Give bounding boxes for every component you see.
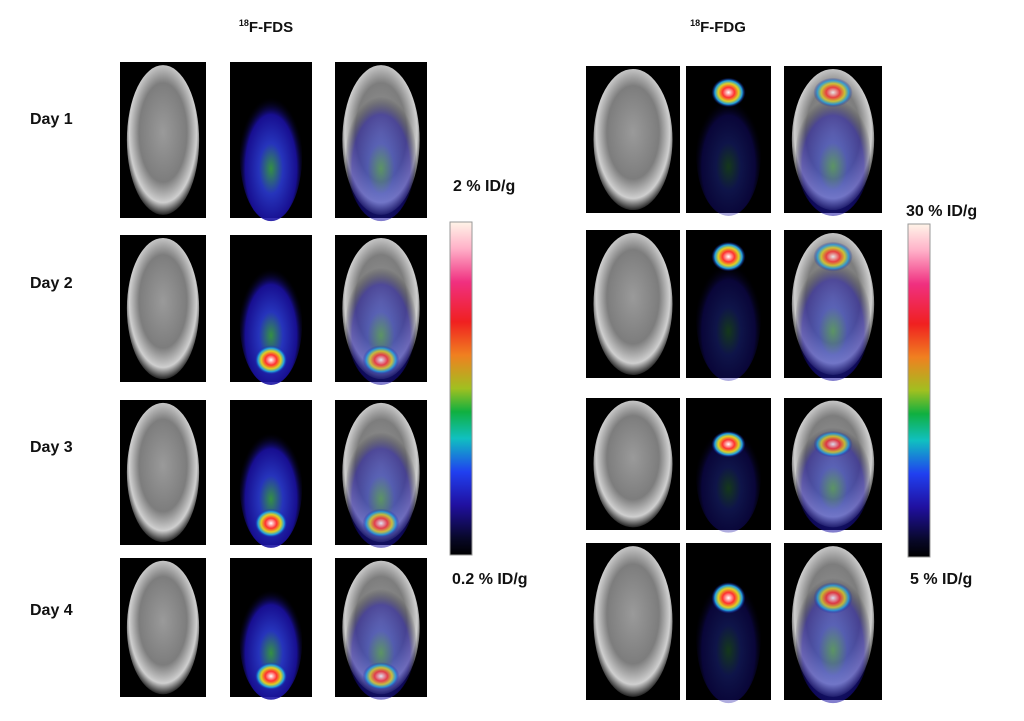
pet-hotspot [254,508,288,538]
pet-hotspot [711,431,746,458]
ct-body [593,400,673,528]
ct-body [593,546,673,697]
pet-signal [346,261,416,385]
row-label: Day 4 [30,602,73,619]
row-label: Day 3 [30,439,73,456]
pet-signal [239,426,303,548]
pet-hotspot [711,241,746,272]
ct-body [593,68,673,211]
ct-body [126,560,200,695]
pet-signal [795,92,871,216]
pet-signal [239,261,303,385]
color-bar [907,223,931,558]
ct-body [593,232,673,376]
pet-hotspot [254,662,288,691]
pet-signal [346,426,416,548]
row-label: Day 2 [30,275,73,292]
pet-signal [696,92,761,216]
pet-hotspot [813,77,853,108]
scale-max: 30 % ID/g [906,203,977,220]
pet-hotspot [711,582,746,614]
isotope: 18 [239,18,249,28]
pet-signal [696,571,761,704]
pet-signal [795,256,871,381]
pet-hotspot [813,241,853,272]
tracer: F-FDS [249,19,293,36]
scale-max: 2 % ID/g [453,178,515,195]
scale-min: 0.2 % ID/g [452,571,528,588]
ct-body [126,237,200,380]
pet-signal [346,90,416,222]
panel-title: 18F-FDG [690,18,746,36]
pet-signal [696,421,761,533]
pet-signal [239,583,303,700]
ct-body [126,402,200,543]
pet-signal [795,571,871,704]
pet-signal [239,90,303,222]
pet-signal [795,421,871,533]
pet-hotspot [813,431,853,458]
scale-min: 5 % ID/g [910,571,972,588]
pet-hotspot [362,662,400,691]
pet-hotspot [813,582,853,614]
panel-title: 18F-FDS [239,18,293,36]
isotope: 18 [690,18,700,28]
pet-hotspot [711,77,746,108]
ct-body [126,65,200,215]
pet-signal [696,256,761,381]
pet-hotspot [362,345,400,375]
tracer: F-FDG [700,19,746,36]
pet-hotspot [254,345,288,375]
pet-hotspot [362,508,400,538]
pet-signal [346,583,416,700]
color-bar [449,221,473,556]
row-label: Day 1 [30,111,73,128]
